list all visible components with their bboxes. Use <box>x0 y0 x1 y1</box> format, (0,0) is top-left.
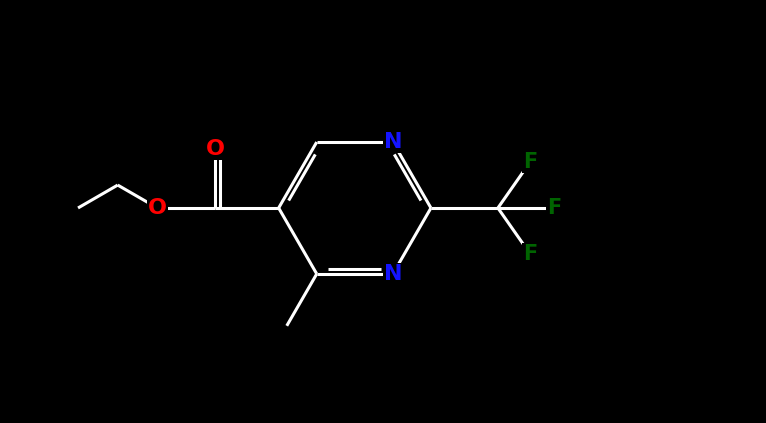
Text: F: F <box>523 152 538 172</box>
Text: N: N <box>384 264 402 284</box>
Text: O: O <box>148 198 167 218</box>
Text: F: F <box>547 198 561 218</box>
Text: O: O <box>206 139 224 159</box>
Text: F: F <box>523 244 538 264</box>
Text: N: N <box>384 132 402 152</box>
